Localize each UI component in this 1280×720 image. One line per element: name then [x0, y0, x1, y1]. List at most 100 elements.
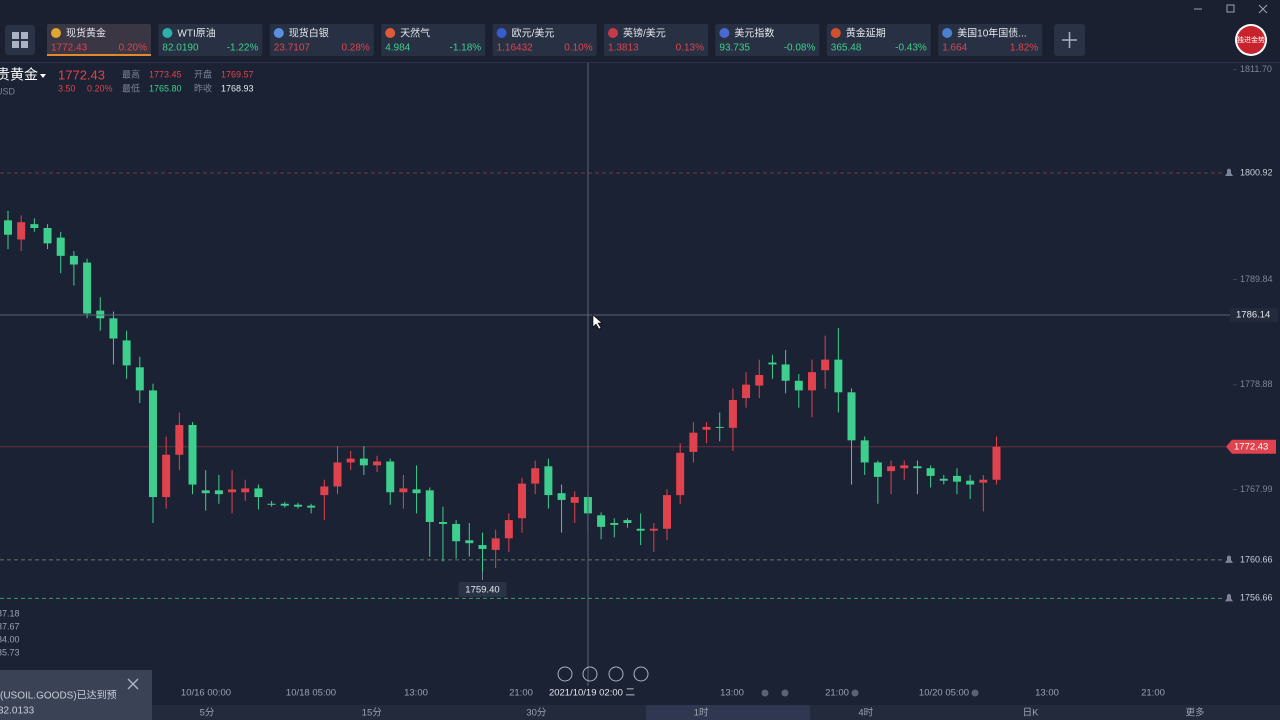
- ticker-tab-bg[interactable]: [47, 24, 151, 56]
- candle-body: [781, 364, 790, 381]
- candle-body: [399, 488, 408, 493]
- timeframe-tab[interactable]: 日K: [1023, 708, 1040, 719]
- ticker-change: -1.22%: [227, 43, 259, 54]
- ticker-tab[interactable]: 欧元/美元 1.16432 0.10%: [492, 24, 597, 56]
- ticker-tab[interactable]: 现货黄金 1772.43 0.20%: [47, 24, 151, 56]
- nav-button[interactable]: [557, 666, 573, 682]
- candle-body: [544, 466, 553, 496]
- current-price-tag: [1226, 439, 1276, 454]
- logo-text: 独进金势: [1237, 35, 1265, 44]
- candle-body: [887, 466, 896, 472]
- marker-dot: [971, 689, 979, 697]
- alert-bell[interactable]: [1225, 168, 1233, 177]
- candle-body: [386, 461, 395, 493]
- ticker-tab[interactable]: 天然气 4.984 -1.18%: [381, 24, 486, 56]
- notification-close[interactable]: [127, 678, 139, 690]
- icon: [12, 41, 19, 48]
- candle-body: [320, 486, 329, 496]
- candle-body: [83, 262, 92, 314]
- ticker-tab-bg[interactable]: [492, 24, 597, 56]
- ticker-icon: [385, 28, 396, 38]
- nav-button[interactable]: [608, 666, 624, 682]
- candle-body: [96, 310, 105, 319]
- ticker-icon: [273, 28, 284, 38]
- indicator-value: 34.00: [0, 634, 20, 644]
- restore[interactable]: [1226, 4, 1235, 13]
- candle-body: [69, 255, 78, 265]
- candle-body: [623, 520, 632, 523]
- candle-body: [900, 465, 909, 469]
- candle-body: [873, 462, 882, 477]
- nav-button[interactable]: [633, 666, 649, 682]
- candle-body: [570, 497, 579, 503]
- timeframe-tab[interactable]: 1时: [694, 707, 709, 719]
- candle-body: [148, 390, 157, 498]
- y-tick-label: 1778.88: [1240, 379, 1273, 389]
- prev: 1768.93: [221, 83, 254, 93]
- candle-body: [491, 538, 500, 550]
- candle-body: [939, 478, 948, 481]
- crosshair-price-label: 1786.14: [1236, 310, 1270, 321]
- ticker-tab[interactable]: 现货白银 23.7107 0.28%: [269, 24, 374, 56]
- candle-body: [821, 359, 830, 371]
- timeframe-tab[interactable]: 更多: [1185, 707, 1204, 719]
- candle-body: [280, 503, 289, 506]
- ticker-tab-bg[interactable]: [269, 24, 374, 56]
- candle-body: [755, 375, 764, 386]
- close[interactable]: [1258, 4, 1268, 14]
- ticker-change: 0.28%: [341, 43, 369, 54]
- ticker-tab[interactable]: WTI原油 82.0190 -1.22%: [158, 24, 263, 56]
- ticker-active-bar: [47, 54, 151, 56]
- timeframe-tab[interactable]: 30分: [526, 708, 547, 719]
- candle-body: [992, 446, 1001, 480]
- ticker-tab-bg[interactable]: [715, 24, 820, 56]
- grid-button-bg[interactable]: [5, 25, 35, 55]
- ticker-tab-bg[interactable]: [604, 24, 708, 56]
- ticker-tab-bg[interactable]: [158, 24, 263, 56]
- timeframe-tab[interactable]: 15分: [362, 708, 383, 719]
- nav-button[interactable]: [582, 666, 598, 682]
- symbol-dropdown[interactable]: [40, 74, 46, 78]
- ticker-tab[interactable]: 美元指数 93.735 -0.08%: [715, 24, 820, 56]
- logo: [1237, 26, 1265, 54]
- candle-body: [228, 489, 237, 493]
- alert-bell[interactable]: [1225, 593, 1233, 602]
- timeframe-tab[interactable]: 4时: [858, 707, 873, 719]
- candle-body: [122, 340, 131, 366]
- ticker-tab[interactable]: 英镑/美元 1.3813 0.13%: [604, 24, 708, 56]
- ticker-tab-bg[interactable]: [938, 24, 1043, 56]
- ticker-name: 美元指数: [734, 27, 774, 40]
- notification[interactable]: [0, 670, 152, 720]
- grid-button[interactable]: [5, 25, 35, 55]
- candle-body: [135, 367, 144, 391]
- ticker-change: -1.18%: [450, 43, 482, 54]
- ticker-icon: [608, 28, 618, 38]
- candle-body: [715, 426, 724, 428]
- indicator-value: 35.73: [0, 647, 20, 657]
- timeframe-active[interactable]: [646, 705, 811, 720]
- y-tick-label: 1767.99: [1240, 484, 1273, 494]
- ticker-name: 现货黄金: [66, 27, 106, 40]
- x-tick-label: 13:00: [720, 688, 744, 699]
- high-label: 最高: [122, 68, 140, 79]
- low-marker-box: [458, 581, 507, 597]
- candle-body: [175, 424, 184, 455]
- timeframe-tab[interactable]: 5分: [200, 708, 215, 719]
- ticker-name: 英镑/美元: [623, 27, 666, 40]
- candle-body: [425, 490, 434, 523]
- candle-body: [359, 458, 368, 466]
- candle-body: [860, 440, 869, 463]
- indicator-value: 37.67: [0, 621, 20, 631]
- ticker-tab[interactable]: 黄金延期 365.48 -0.43%: [826, 24, 931, 56]
- ticker-tab-bg[interactable]: [381, 24, 486, 56]
- ticker-tab-bg[interactable]: [826, 24, 931, 56]
- candle-body: [610, 522, 619, 525]
- add-button[interactable]: [1054, 24, 1085, 56]
- candle-body: [847, 392, 856, 441]
- candle-body: [689, 432, 698, 452]
- ticker-name: 天然气: [400, 27, 430, 40]
- ticker-tab[interactable]: 美国10年国债... 1.664 1.82%: [938, 24, 1043, 56]
- alert-bell[interactable]: [1225, 555, 1233, 563]
